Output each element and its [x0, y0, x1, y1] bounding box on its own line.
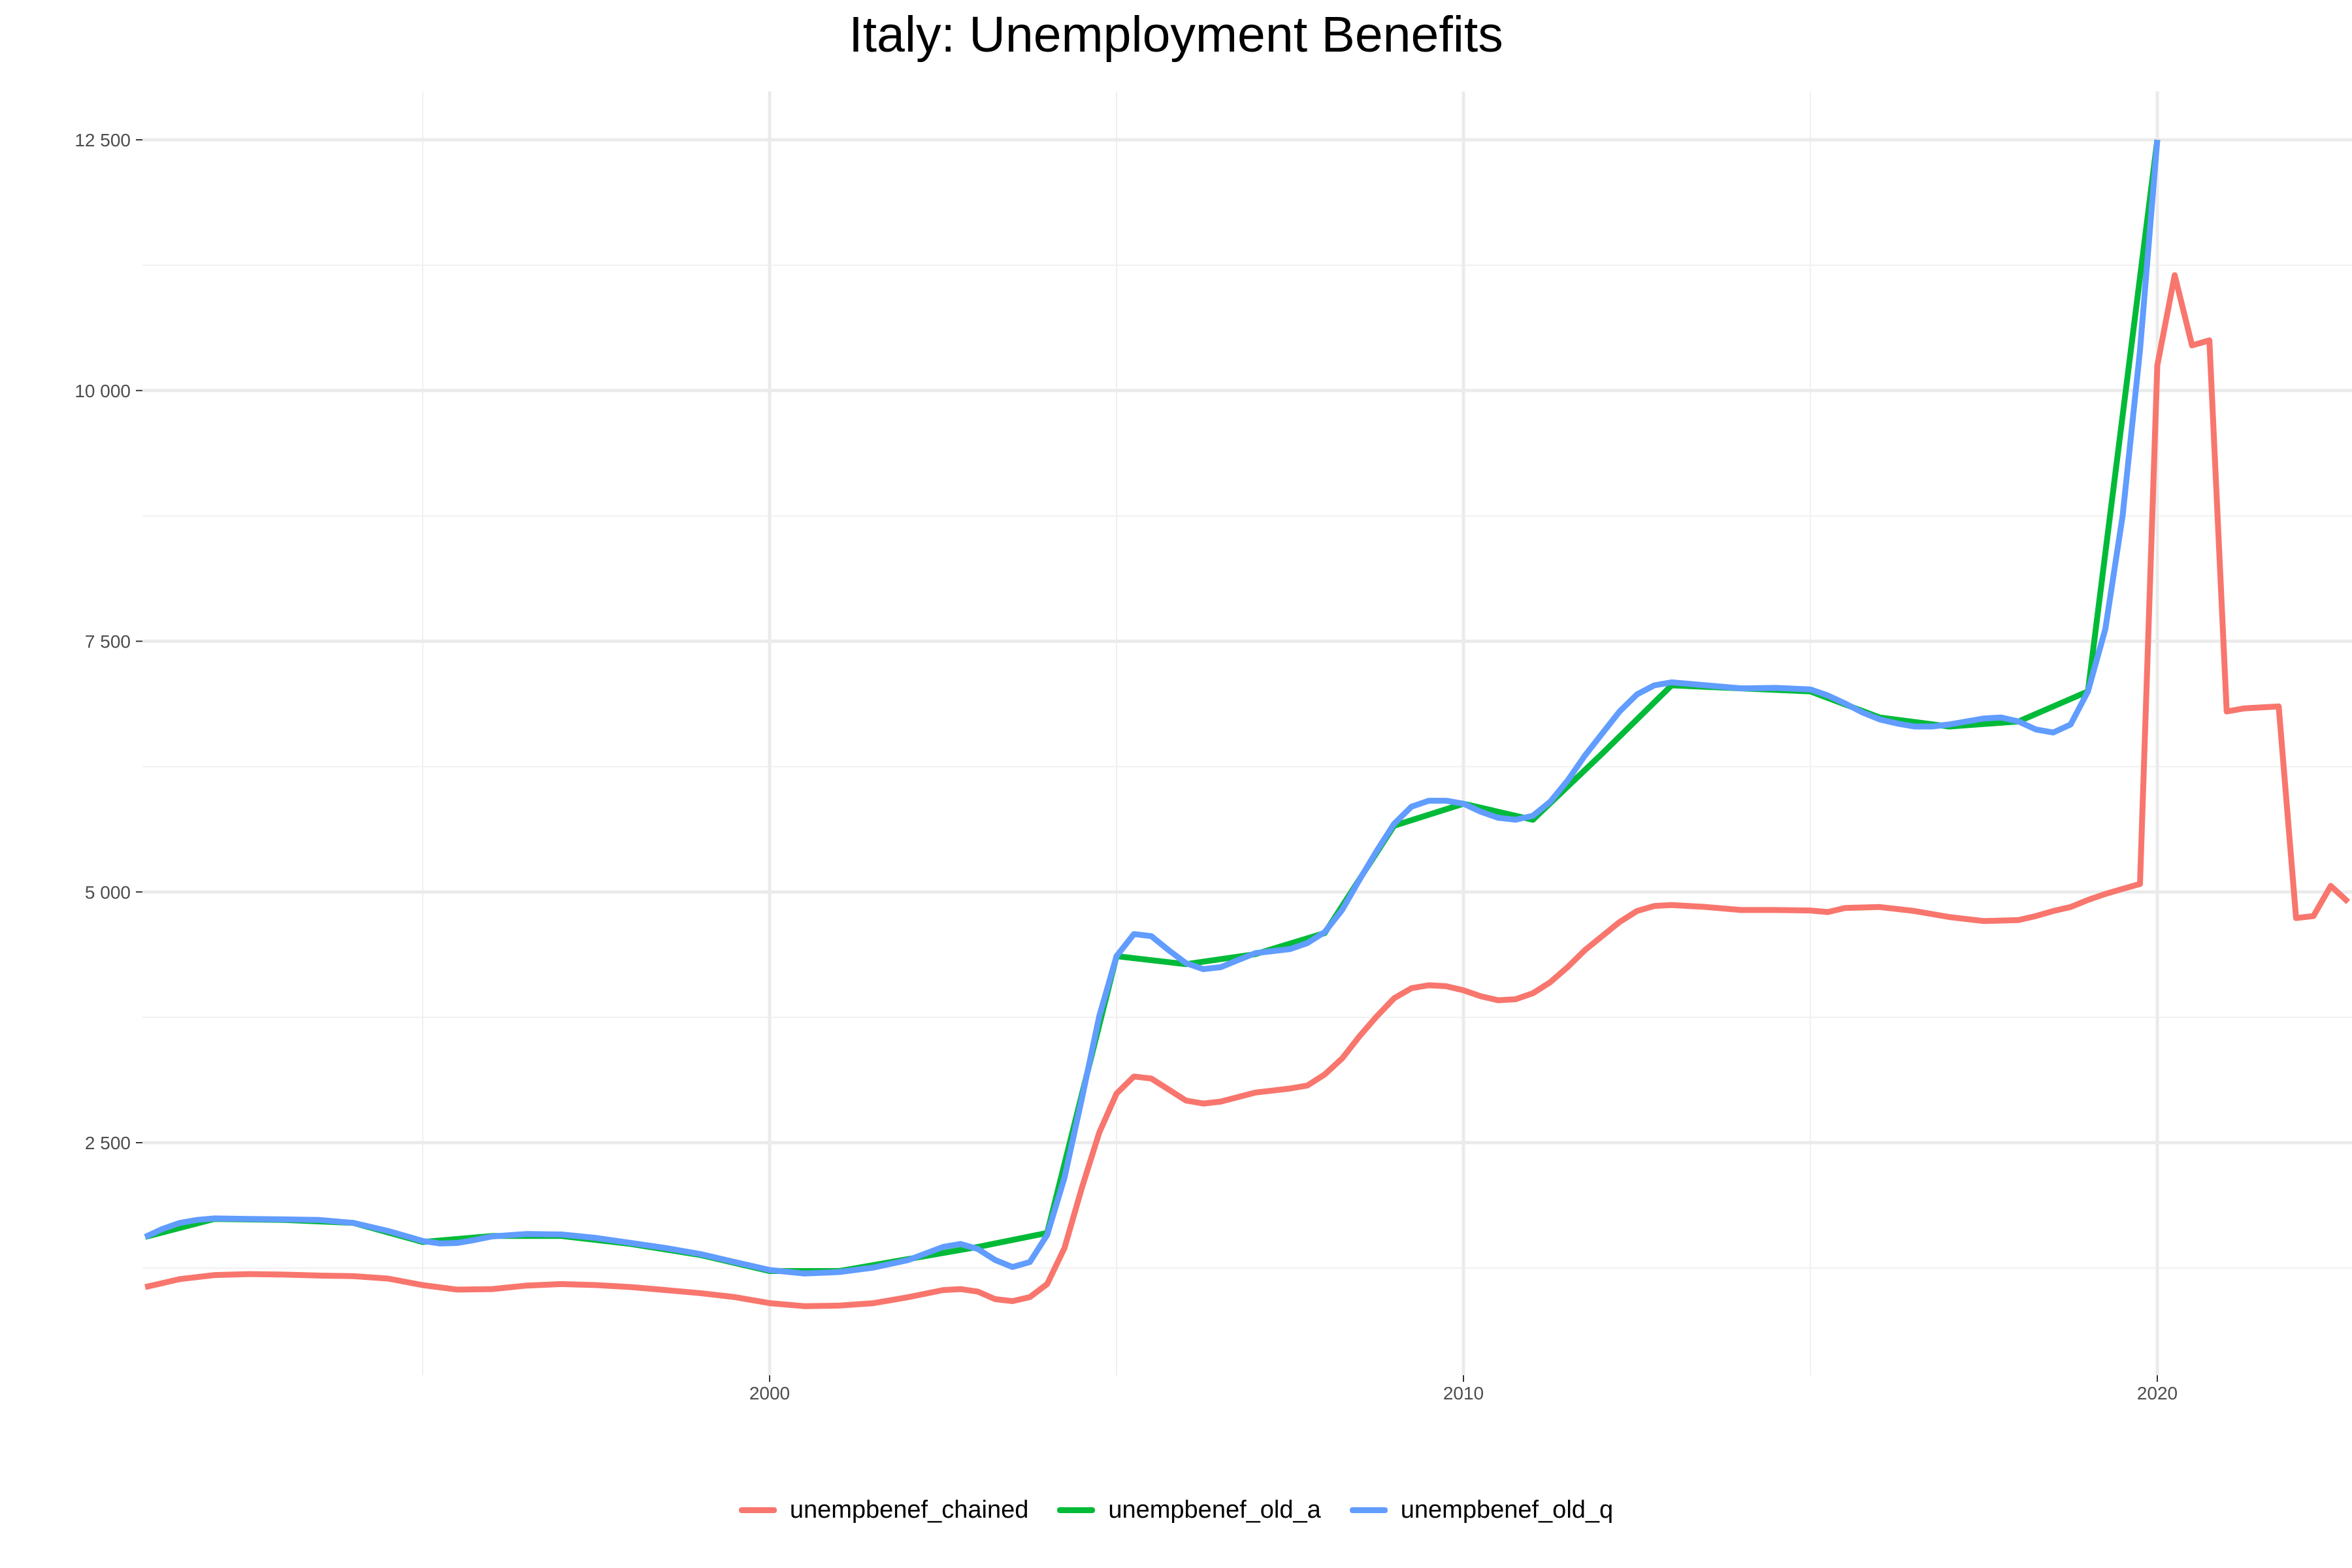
series-line-unempbenef_chained	[144, 272, 2351, 1309]
y-tick-label: 7 500	[85, 632, 131, 652]
minor-gridlines	[142, 91, 2352, 1375]
major-gridlines	[142, 91, 2352, 1375]
x-tick-label: 2020	[2137, 1383, 2178, 1403]
y-tick-label: 2 500	[85, 1133, 131, 1153]
chart-title: Italy: Unemployment Benefits	[849, 7, 1503, 63]
axis-tick-labels: 2 500 5 000 7 500 10 000 12 500 2000 2010 2020	[74, 130, 2178, 1403]
y-tick-label: 10 000	[74, 381, 131, 401]
series-line-unempbenef_old_a	[144, 139, 2161, 1274]
x-tick-label: 2000	[749, 1383, 790, 1403]
legend-label: unempbenef_chained	[789, 1496, 1029, 1524]
y-tick-label: 5 000	[85, 882, 131, 902]
legend-label: unempbenef_old_a	[1108, 1496, 1321, 1524]
legend-item-unempbenef_old_q: unempbenef_old_q	[1349, 1496, 1614, 1524]
legend-item-unempbenef_chained: unempbenef_chained	[738, 1496, 1029, 1524]
series-line-unempbenef_old_q	[144, 139, 2161, 1277]
series-lines	[144, 139, 2351, 1309]
x-tick-label: 2010	[1443, 1383, 1484, 1403]
legend: unempbenef_chained unempbenef_old_a unempb…	[0, 1496, 2352, 1524]
legend-label: unempbenef_old_q	[1400, 1496, 1614, 1524]
y-tick-label: 12 500	[74, 130, 131, 150]
legend-key	[1057, 1507, 1096, 1513]
legend-item-unempbenef_old_a: unempbenef_old_a	[1057, 1496, 1321, 1524]
legend-key	[1349, 1507, 1388, 1513]
legend-key	[738, 1507, 777, 1513]
